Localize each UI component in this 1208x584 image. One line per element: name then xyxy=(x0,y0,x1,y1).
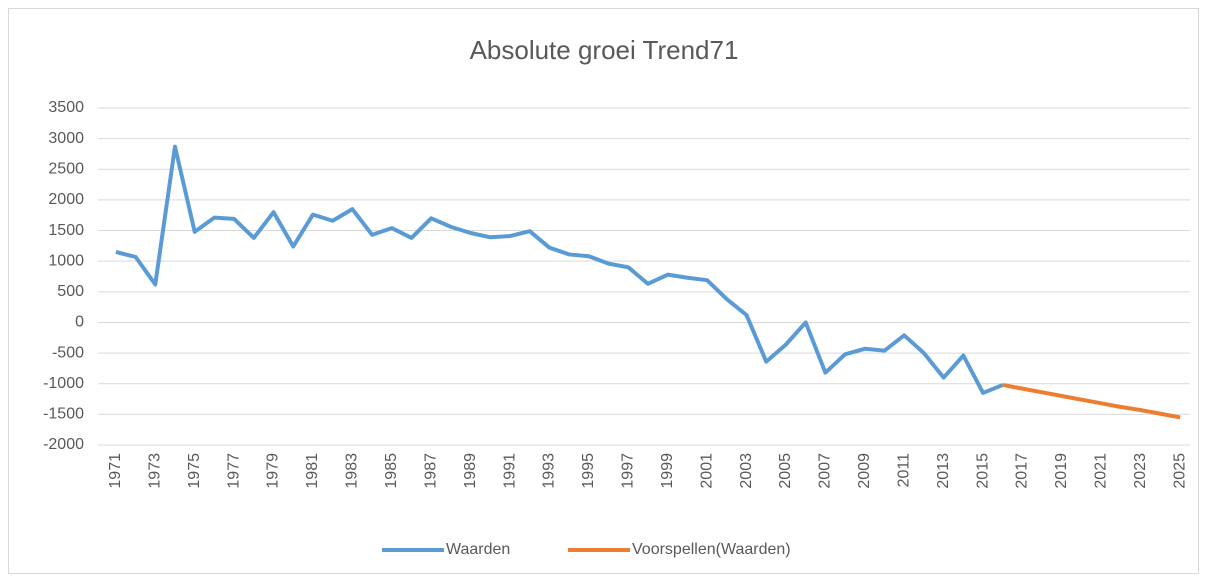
x-tick-label: 2017 xyxy=(1014,453,1031,489)
y-tick-label: 2000 xyxy=(48,191,84,208)
x-tick-label: 1987 xyxy=(422,453,439,489)
x-tick-label: 2009 xyxy=(856,453,873,489)
x-tick-label: 2003 xyxy=(738,453,755,489)
x-tick-label: 1975 xyxy=(186,453,203,489)
line-series xyxy=(1002,382,1181,420)
x-tick-label: 1981 xyxy=(304,453,321,489)
legend-label: Waarden xyxy=(446,541,510,558)
x-tick-label: 1985 xyxy=(383,453,400,489)
line-series xyxy=(115,144,1004,395)
y-tick-label: 3000 xyxy=(48,130,84,147)
x-tick-label: 1973 xyxy=(146,453,163,489)
y-tick-label: 1000 xyxy=(48,252,84,269)
x-tick-label: 2025 xyxy=(1171,453,1188,489)
x-tick-label: 1993 xyxy=(541,453,558,489)
chart-title: Absolute groei Trend71 xyxy=(470,35,739,65)
x-tick-label: 1989 xyxy=(462,453,479,489)
x-tick-label: 2015 xyxy=(974,453,991,489)
x-tick-label: 2005 xyxy=(777,453,794,489)
x-tick-label: 1983 xyxy=(344,453,361,489)
x-tick-label: 1979 xyxy=(265,453,282,489)
y-tick-label: -2000 xyxy=(43,436,84,453)
chart-border xyxy=(8,8,1199,574)
x-tick-label: 2007 xyxy=(817,453,834,489)
x-tick-label: 1991 xyxy=(501,453,518,489)
x-tick-label: 1997 xyxy=(620,453,637,489)
legend-label: Voorspellen(Waarden) xyxy=(632,541,791,558)
y-tick-label: 0 xyxy=(75,314,84,331)
x-tick-label: 1977 xyxy=(225,453,242,489)
y-tick-label: 3500 xyxy=(48,99,84,116)
y-tick-label: 500 xyxy=(57,283,84,300)
y-tick-label: 2500 xyxy=(48,160,84,177)
x-tick-label: 2001 xyxy=(698,453,715,489)
x-tick-label: 2023 xyxy=(1132,453,1149,489)
x-tick-label: 1995 xyxy=(580,453,597,489)
x-tick-label: 2019 xyxy=(1053,453,1070,489)
x-tick-label: 2011 xyxy=(895,453,912,488)
y-tick-label: -1500 xyxy=(43,406,84,423)
x-tick-label: 2013 xyxy=(935,453,952,489)
x-tick-label: 1999 xyxy=(659,453,676,489)
y-tick-label: -500 xyxy=(52,344,84,361)
y-tick-label: 1500 xyxy=(48,222,84,239)
x-tick-label: 2021 xyxy=(1093,453,1110,489)
x-tick-label: 1971 xyxy=(107,453,124,489)
y-tick-label: -1000 xyxy=(43,375,84,392)
